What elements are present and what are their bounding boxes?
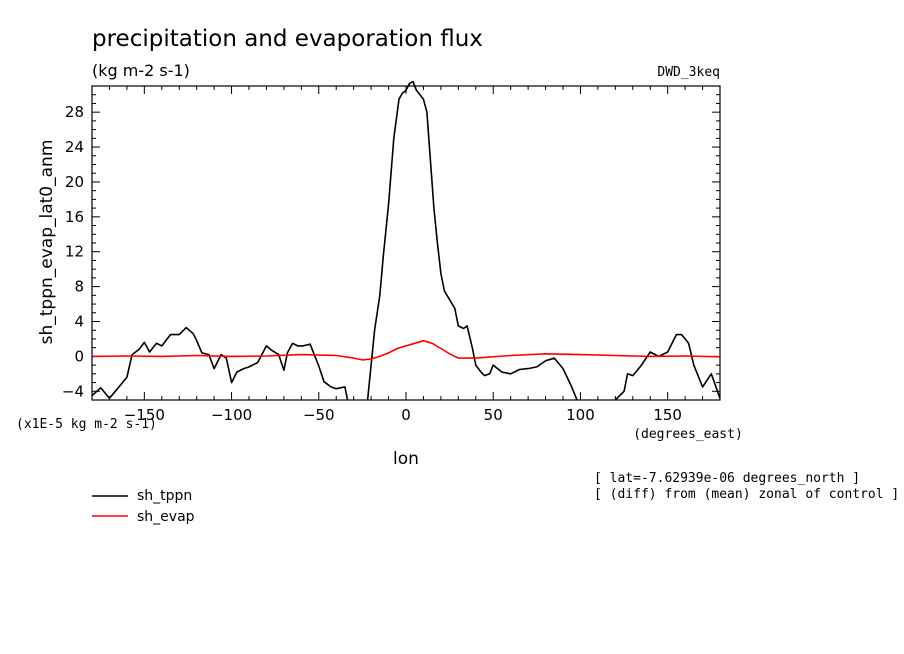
x-tick-label: 150 (653, 406, 682, 424)
legend-label-sh-evap: sh_evap (137, 509, 195, 525)
plot-area: −150 −100 −50 0 50 100 150 −4 0 4 8 12 16 20 24 28 (62, 80, 721, 424)
x-tick-label: −100 (211, 406, 252, 424)
chart-units: (kg m-2 s-1) (92, 61, 190, 80)
x-units-label: (degrees_east) (633, 427, 743, 442)
dataset-label: DWD_3keq (657, 65, 720, 80)
chart-title: precipitation and evaporation flux (92, 26, 483, 52)
y-tick-label: −4 (62, 382, 84, 400)
y-tick-label: 20 (65, 173, 84, 191)
legend: sh_tppn sh_evap (92, 488, 195, 525)
y-axis-label: sh_tppn_evap_lat0_anm (37, 140, 57, 345)
x-tick-label: 50 (484, 406, 503, 424)
y-tick-label: 8 (74, 278, 84, 296)
x-tick-label: 0 (401, 406, 411, 424)
series-line-sh-tppn (92, 80, 720, 400)
y-tick-label: 16 (65, 208, 84, 226)
note-line-1: [ lat=-7.62939e-06 degrees_north ] (594, 471, 860, 486)
x-tick-label: −150 (124, 406, 165, 424)
y-tick-label: 0 (74, 347, 84, 365)
y-tick-label: 12 (65, 243, 84, 261)
y-scale-note: (x1E-5 kg m-2 s-1) (16, 417, 157, 432)
plot-frame (91, 85, 721, 401)
y-tick-label: 4 (74, 313, 84, 331)
note-line-2: [ (diff) from (mean) zonal of control ] (594, 487, 899, 502)
x-tick-label: 100 (566, 406, 595, 424)
y-tick-label: 24 (65, 138, 84, 156)
legend-label-sh-tppn: sh_tppn (137, 488, 192, 504)
x-tick-label: −50 (303, 406, 335, 424)
y-tick-label: 28 (65, 103, 84, 121)
series-line-sh-evap (92, 339, 720, 361)
x-axis-label: lon (393, 449, 419, 469)
